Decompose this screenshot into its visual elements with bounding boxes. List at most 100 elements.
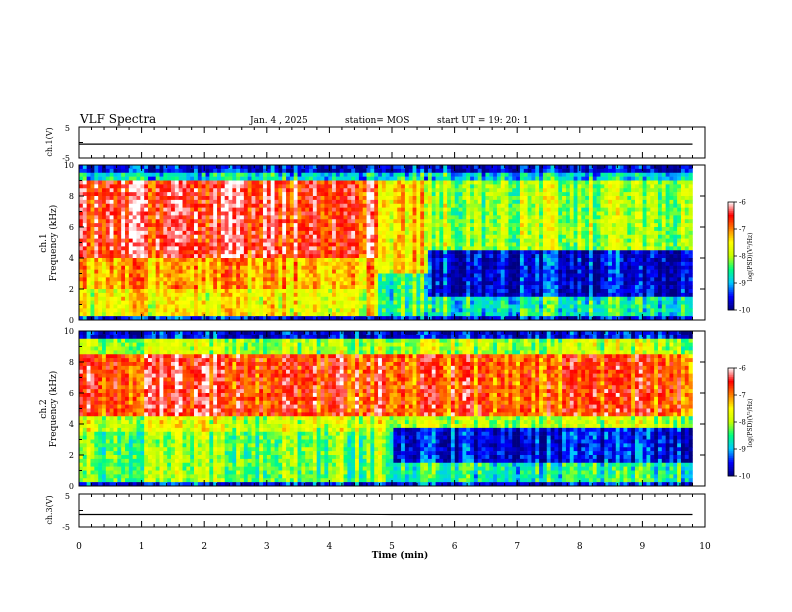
- spectrogram-cell: [174, 215, 179, 220]
- spectrogram-cell: [496, 199, 502, 205]
- spectrogram-cell: [167, 261, 172, 267]
- spectrogram-cell: [82, 165, 87, 170]
- spectrogram-cell: [186, 281, 191, 286]
- spectrogram-cell: [504, 308, 509, 313]
- spectrogram-cell: [473, 308, 479, 313]
- spectrogram-cell: [420, 215, 425, 220]
- spectrogram-cell: [335, 211, 341, 216]
- spectrogram-cell: [366, 192, 371, 197]
- spectrogram-cell: [155, 168, 160, 174]
- spectrogram-cell: [424, 300, 429, 305]
- spectrogram-cell: [454, 234, 459, 239]
- spectrogram-cell: [401, 223, 406, 228]
- spectrogram-cell: [420, 254, 425, 259]
- spectrogram-cell: [477, 180, 482, 185]
- spectrogram-cell: [312, 281, 318, 286]
- spectrogram-cell: [113, 211, 118, 216]
- spectrogram-cell: [220, 296, 225, 301]
- spectrogram-cell: [263, 199, 268, 205]
- spectrogram-cell: [217, 273, 222, 278]
- spectrogram-cell: [186, 312, 191, 317]
- spectrogram-cell: [243, 316, 248, 321]
- spectrogram-cell: [205, 219, 210, 224]
- spectrogram-cell: [531, 296, 536, 301]
- spectrogram-cell: [374, 192, 379, 197]
- spectrogram-cell: [424, 230, 429, 236]
- spectrogram-cell: [286, 261, 291, 267]
- spectrogram-cell: [293, 273, 298, 278]
- spectrogram-cell: [305, 234, 310, 239]
- spectrogram-cell: [370, 300, 375, 305]
- spectrogram-cell: [378, 207, 383, 212]
- spectrogram-cell: [278, 192, 283, 197]
- spectrogram-cell: [485, 300, 490, 305]
- spectrogram-cell: [94, 196, 99, 201]
- spectrogram-cell: [259, 308, 264, 313]
- spectrogram-cell: [132, 285, 137, 290]
- spectrogram-cell: [128, 223, 133, 228]
- spectrogram-cell: [286, 176, 291, 181]
- spectrogram-cell: [121, 180, 126, 185]
- spectrogram-cell: [519, 308, 525, 313]
- spectrogram-cell: [473, 168, 479, 174]
- spectrogram-cell: [504, 281, 509, 286]
- spectrogram-cell: [263, 215, 268, 220]
- spectrogram-cell: [431, 296, 436, 301]
- spectrogram-cell: [140, 203, 145, 208]
- spectrogram-cell: [286, 269, 291, 274]
- spectrogram-cell: [297, 292, 302, 298]
- spectrogram-cell: [358, 223, 364, 228]
- spectrogram-cell: [316, 203, 321, 208]
- spectrogram-cell: [500, 273, 505, 278]
- spectrogram-cell: [144, 250, 149, 255]
- spectrogram-cell: [209, 308, 214, 313]
- spectrogram-cell: [228, 207, 233, 212]
- spectrogram-cell: [481, 296, 486, 301]
- spectrogram-cell: [408, 172, 413, 177]
- spectrogram-cell: [516, 188, 521, 193]
- spectrogram-cell: [167, 219, 172, 224]
- spectrogram-cell: [140, 316, 145, 321]
- spectrogram-cell: [500, 261, 505, 267]
- spectrogram-cell: [493, 261, 498, 267]
- spectrogram-cell: [420, 261, 425, 267]
- spectrogram-cell: [178, 223, 183, 228]
- spectrogram-cell: [102, 203, 107, 208]
- spectrogram-cell: [374, 180, 379, 185]
- spectrogram-cell: [155, 180, 160, 185]
- spectrogram-cell: [243, 199, 248, 205]
- spectrogram-cell: [381, 277, 387, 282]
- spectrogram-cell: [297, 223, 302, 228]
- spectrogram-cell: [79, 300, 84, 305]
- spectrogram-cell: [90, 254, 95, 259]
- spectrogram-cell: [493, 250, 498, 255]
- spectrogram-cell: [366, 308, 371, 313]
- spectrogram-cell: [397, 289, 402, 294]
- spectrogram-cell: [462, 265, 467, 270]
- spectrogram-cell: [370, 277, 375, 282]
- spectrogram-cell: [236, 300, 241, 305]
- spectrogram-cell: [79, 312, 84, 317]
- spectrogram-cell: [404, 246, 410, 251]
- spectrogram-cell: [163, 238, 168, 243]
- spectrogram-cell: [255, 246, 260, 251]
- spectrogram-cell: [316, 289, 321, 294]
- spectrogram-cell: [320, 176, 325, 181]
- spectrogram-cell: [266, 304, 272, 309]
- spectrogram-cell: [389, 265, 394, 270]
- spectrogram-cell: [109, 230, 114, 236]
- spectrogram-cell: [519, 238, 525, 243]
- spectrogram-cell: [527, 219, 532, 224]
- spectrogram-cell: [397, 308, 402, 313]
- spectrogram-cell: [182, 246, 187, 251]
- spectrogram-cell: [508, 246, 513, 251]
- spectrogram-cell: [397, 176, 402, 181]
- spectrogram-cell: [282, 273, 287, 278]
- spectrogram-cell: [335, 176, 341, 181]
- spectrogram-cell: [397, 258, 402, 263]
- spectrogram-cell: [466, 238, 471, 243]
- spectrogram-cell: [355, 292, 360, 298]
- spectrogram-cell: [113, 238, 118, 243]
- spectrogram-cell: [332, 261, 337, 267]
- spectrogram-cell: [473, 246, 479, 251]
